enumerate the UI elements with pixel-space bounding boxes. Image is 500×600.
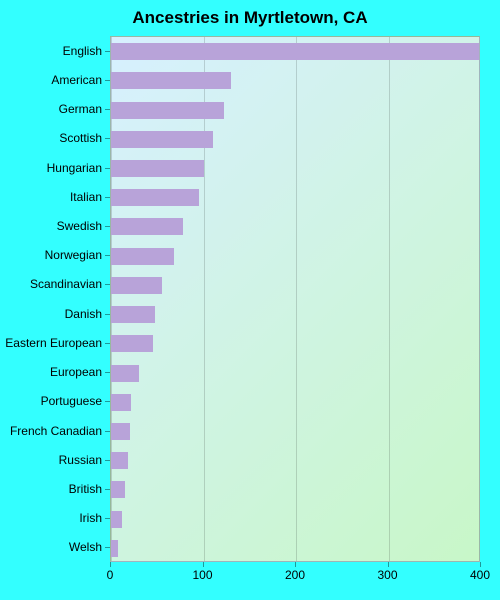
bar — [111, 72, 231, 89]
x-tick — [480, 562, 481, 567]
bar — [111, 511, 122, 528]
y-axis-label: Portuguese — [0, 394, 102, 408]
bar-row — [111, 394, 480, 411]
bar — [111, 335, 153, 352]
plot-container: City-Data.com — [110, 36, 480, 562]
y-axis-label: German — [0, 102, 102, 116]
x-axis-label: 400 — [470, 568, 490, 582]
y-axis-label: American — [0, 73, 102, 87]
x-tick — [295, 562, 296, 567]
bar — [111, 131, 213, 148]
y-tick — [105, 343, 110, 344]
bar — [111, 365, 139, 382]
y-axis-label: French Canadian — [0, 424, 102, 438]
bar-row — [111, 218, 480, 235]
bar — [111, 277, 162, 294]
x-tick — [203, 562, 204, 567]
y-axis-label: European — [0, 365, 102, 379]
y-tick — [105, 51, 110, 52]
bar-row — [111, 43, 480, 60]
plot-area: City-Data.com — [110, 36, 480, 562]
x-axis-label: 100 — [192, 568, 212, 582]
y-tick — [105, 168, 110, 169]
bar — [111, 218, 183, 235]
y-axis-label: Welsh — [0, 540, 102, 554]
bar-row — [111, 102, 480, 119]
y-tick — [105, 372, 110, 373]
y-tick — [105, 197, 110, 198]
x-axis-label: 300 — [377, 568, 397, 582]
bar — [111, 160, 204, 177]
y-axis-label: Danish — [0, 307, 102, 321]
y-tick — [105, 226, 110, 227]
bar — [111, 306, 155, 323]
bar — [111, 481, 125, 498]
y-tick — [105, 489, 110, 490]
bar-row — [111, 72, 480, 89]
bar-row — [111, 248, 480, 265]
x-axis-label: 200 — [285, 568, 305, 582]
y-tick — [105, 547, 110, 548]
y-axis-label: Scottish — [0, 131, 102, 145]
page-root: Ancestries in Myrtletown, CA City-Data.c… — [0, 0, 500, 600]
bar-row — [111, 160, 480, 177]
bar — [111, 423, 130, 440]
y-axis-label: Eastern European — [0, 336, 102, 350]
y-tick — [105, 284, 110, 285]
y-axis-label: Italian — [0, 190, 102, 204]
chart-title: Ancestries in Myrtletown, CA — [0, 0, 500, 32]
bar-row — [111, 423, 480, 440]
y-axis-label: Irish — [0, 511, 102, 525]
bar — [111, 452, 128, 469]
bar-row — [111, 335, 480, 352]
bar — [111, 394, 131, 411]
y-tick — [105, 109, 110, 110]
bar-row — [111, 306, 480, 323]
bar-row — [111, 189, 480, 206]
y-axis-label: Scandinavian — [0, 277, 102, 291]
y-tick — [105, 401, 110, 402]
y-axis-label: British — [0, 482, 102, 496]
x-tick — [388, 562, 389, 567]
bar-row — [111, 277, 480, 294]
y-tick — [105, 314, 110, 315]
bar — [111, 102, 224, 119]
bar-row — [111, 540, 480, 557]
bar — [111, 248, 174, 265]
y-axis-label: Norwegian — [0, 248, 102, 262]
bar — [111, 43, 479, 60]
y-axis-label: English — [0, 44, 102, 58]
x-tick — [110, 562, 111, 567]
bar-row — [111, 365, 480, 382]
y-axis-label: Hungarian — [0, 161, 102, 175]
bar-row — [111, 481, 480, 498]
bar — [111, 189, 199, 206]
bar-row — [111, 452, 480, 469]
y-tick — [105, 431, 110, 432]
x-axis-label: 0 — [107, 568, 114, 582]
y-tick — [105, 138, 110, 139]
y-axis-label: Swedish — [0, 219, 102, 233]
bar — [111, 540, 118, 557]
bar-row — [111, 131, 480, 148]
y-tick — [105, 80, 110, 81]
bar-row — [111, 511, 480, 528]
y-tick — [105, 255, 110, 256]
y-tick — [105, 518, 110, 519]
y-axis-label: Russian — [0, 453, 102, 467]
y-tick — [105, 460, 110, 461]
